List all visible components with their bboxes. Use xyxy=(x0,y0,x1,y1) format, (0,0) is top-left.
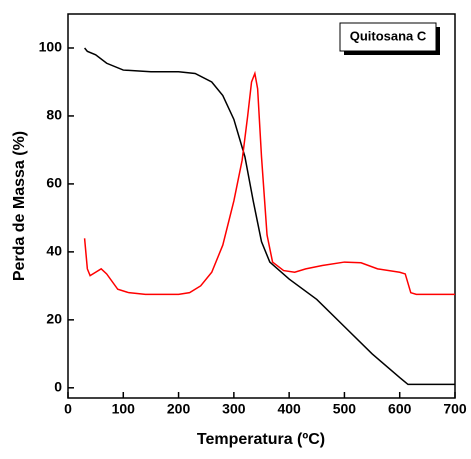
x-tick-label: 700 xyxy=(443,401,467,417)
y-tick-label: 80 xyxy=(46,107,62,123)
y-tick-label: 100 xyxy=(39,39,63,55)
x-tick-label: 200 xyxy=(167,401,191,417)
y-tick-label: 0 xyxy=(54,379,62,395)
x-tick-label: 600 xyxy=(388,401,412,417)
y-axis-label: Perda de Massa (%) xyxy=(11,131,28,281)
line-series xyxy=(84,47,455,386)
legend-text: Quitosana C xyxy=(350,28,427,43)
plot-frame xyxy=(67,13,456,399)
y-tick-label: 60 xyxy=(46,175,62,191)
y-tick-label: 40 xyxy=(46,243,62,259)
line-series xyxy=(83,70,455,296)
y-tick-label: 20 xyxy=(46,311,62,327)
x-tick-label: 300 xyxy=(222,401,246,417)
legend-box xyxy=(339,22,437,52)
x-axis-label: Temperatura (ºC) xyxy=(197,431,325,448)
x-tick-label: 0 xyxy=(64,401,72,417)
x-tick-label: 500 xyxy=(333,401,357,417)
x-tick-label: 400 xyxy=(277,401,301,417)
x-tick-label: 100 xyxy=(112,401,136,417)
